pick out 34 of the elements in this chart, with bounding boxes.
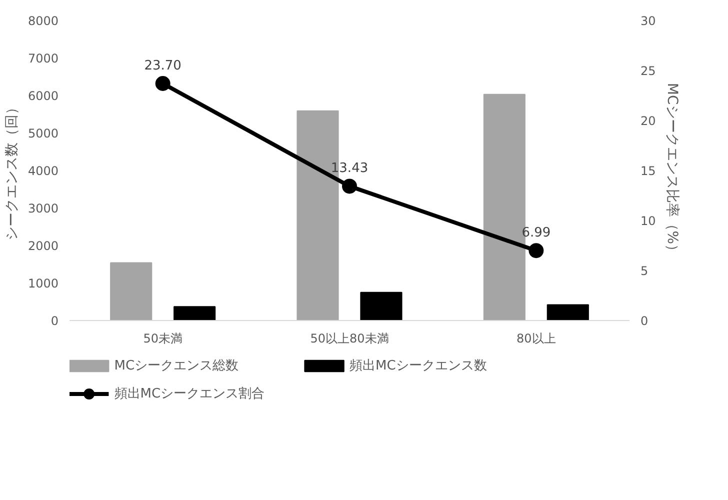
bar xyxy=(360,292,402,320)
x-tick-label: 50以上80未満 xyxy=(310,332,389,346)
y-tick-label: 0 xyxy=(50,314,59,328)
legend-label: 頻出MCシークエンス割合 xyxy=(114,386,265,402)
y2-tick-label: 25 xyxy=(640,64,656,78)
y2-tick-label: 20 xyxy=(640,114,656,128)
bar xyxy=(546,304,589,320)
legend-label: MCシークエンス総数 xyxy=(114,358,239,374)
point xyxy=(342,178,357,194)
data-label: 13.43 xyxy=(330,161,368,176)
y-tick-label: 6000 xyxy=(28,89,59,103)
x-tick-label: 50未満 xyxy=(143,332,182,346)
y-tick-label: 3000 xyxy=(28,202,59,216)
y2-tick-label: 5 xyxy=(640,264,648,278)
y-tick-label: 7000 xyxy=(28,52,59,66)
y-tick-label: 5000 xyxy=(28,126,59,140)
data-label: 23.70 xyxy=(144,58,182,74)
y-tick-label: 4000 xyxy=(28,164,59,178)
bar xyxy=(110,262,152,320)
legend-label: 頻出MCシークエンス数 xyxy=(350,358,487,374)
y2-tick-label: 0 xyxy=(640,314,648,328)
y-axis-title: シークエンス数（回） xyxy=(4,100,20,240)
point xyxy=(155,76,170,91)
y2-tick-label: 15 xyxy=(640,164,656,178)
bar xyxy=(174,306,216,320)
y-tick-label: 1000 xyxy=(28,276,59,290)
data-label: 6.99 xyxy=(522,226,551,241)
x-tick-label: 80以上 xyxy=(516,332,556,346)
y2-axis-title: MCシークエンス比率（%） xyxy=(664,82,680,258)
y2-tick-label: 30 xyxy=(640,14,656,28)
point xyxy=(528,243,544,258)
y-tick-label: 8000 xyxy=(28,14,59,28)
y2-tick-label: 10 xyxy=(640,214,656,228)
y-tick-label: 2000 xyxy=(28,239,59,253)
